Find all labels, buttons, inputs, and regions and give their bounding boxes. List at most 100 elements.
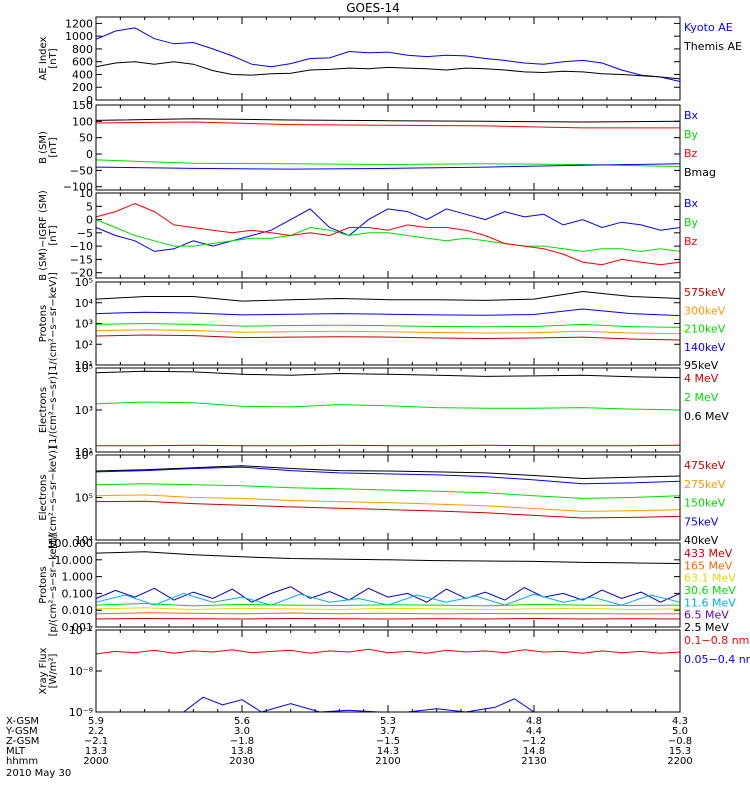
y-axis-label: [1/(cm²−s−sr)] [48, 372, 59, 448]
legend-entry: 11.6 MeV [684, 596, 736, 609]
y-tick-label: 10⁻⁹ [69, 706, 93, 719]
series-line-electrons_kev-4 [95, 500, 681, 519]
y-tick-label: −100 [63, 181, 93, 194]
y-tick-label: 0.010 [62, 604, 94, 617]
y-tick-label: 0 [86, 148, 93, 161]
y-tick-label: 1.000 [62, 571, 94, 584]
series-line-protons_kev-4 [95, 334, 681, 341]
y-tick-label: 10⁴ [75, 534, 94, 547]
series-line-electrons_mev-0 [95, 370, 681, 379]
legend-entry: 165 MeV [684, 559, 733, 572]
series-line-electrons_mev-1 [95, 401, 681, 411]
panel-frame [95, 192, 681, 279]
x-row-value: 4.8 [526, 716, 542, 727]
y-axis-label: [W/m²] [48, 653, 59, 688]
y-tick-label: 10⁴ [75, 297, 94, 310]
series-line-electrons_kev-1 [95, 466, 681, 485]
series-group [95, 290, 681, 341]
legend-entry: Themis AE [683, 40, 742, 53]
legend-entry: Bz [684, 235, 698, 248]
panel-frame [95, 16, 681, 101]
x-row-value: −2.1 [84, 736, 108, 747]
legend-entry: 6.5 MeV [684, 609, 729, 622]
panel-frame [95, 629, 681, 713]
series-line-ae-0 [95, 27, 681, 82]
series-line-protons_mev-0 [95, 551, 681, 564]
x-row-value: 5.0 [672, 726, 688, 737]
legend-entry: 433 MeV [684, 547, 733, 560]
y-axis-label: B (SM) [38, 131, 49, 164]
legend-entry: 275keV [684, 478, 726, 491]
series-group [95, 465, 681, 519]
x-axis-table: X-GSM 5.9 5.6 5.3 4.8 4.3 Y-GSM 2.2 3.0 3.7 4.4 5.0… [5, 716, 693, 779]
series-line-b_sm-2 [95, 159, 681, 167]
series-group [95, 118, 681, 170]
panel-protons_kev: 10¹ 10² 10³ 10⁴ 10⁵ Protons [1/(cm²−s−sr−keV)]… [38, 272, 726, 375]
y-tick-label: 600 [72, 56, 93, 69]
chart-title: GOES-14 [346, 1, 400, 15]
x-row-value: −0.8 [668, 736, 692, 747]
x-row-value: 2030 [229, 756, 254, 767]
x-row-value: 4.4 [526, 726, 542, 737]
y-axis-label: Protons [38, 566, 49, 603]
x-row-value: 3.0 [234, 726, 250, 737]
y-tick-label: 10² [75, 338, 93, 351]
legend-entry: 95keV [684, 359, 719, 372]
legend-entry: 475keV [684, 459, 726, 472]
x-row-value: 2100 [375, 756, 400, 767]
y-tick-label: −5 [77, 227, 93, 240]
legend-entry: 2 MeV [684, 391, 719, 404]
y-tick-label: 10⁻⁸ [69, 665, 94, 678]
y-tick-label: 10¹ [75, 446, 93, 459]
y-tick-label: 10¹ [75, 359, 93, 372]
y-tick-label: 10⁵ [75, 362, 93, 375]
legend-entry: 30.6 MeV [684, 584, 736, 597]
date-label: 2010 May 30 [6, 768, 71, 779]
legend-entry: Bx [684, 197, 699, 210]
series-line-protons_kev-2 [95, 322, 681, 328]
panel-electrons_mev: 10¹ 10³ 10⁵ Electrons [1/(cm²−s−sr)] 4 MeV 2 M… [38, 362, 729, 459]
series-line-b_sm-3 [95, 163, 681, 170]
series-line-ae-1 [95, 61, 681, 80]
series-line-protons_mev-6 [95, 617, 681, 620]
x-row-value: 3.7 [380, 726, 396, 737]
legend-entry: 140keV [684, 341, 726, 354]
legend-entry: 575keV [684, 286, 726, 299]
series-line-electrons_kev-3 [95, 494, 681, 512]
y-axis-label: Xray Flux [38, 647, 49, 694]
y-axis-label: AE Index [38, 36, 49, 80]
legend-entry: Kyoto AE [684, 21, 733, 34]
y-tick-label: 10³ [75, 318, 93, 331]
y-tick-label: 0 [86, 214, 93, 227]
y-tick-label: 10 [79, 187, 93, 200]
y-axis-label: [p/(cm²−s−sr−keV)] [48, 534, 59, 637]
legend-entry: By [684, 216, 699, 229]
x-row-value: −1.8 [230, 736, 254, 747]
legend-entry: By [684, 128, 699, 141]
y-tick-label: 5 [86, 200, 93, 213]
series-group [95, 551, 681, 620]
x-row-value: 4.3 [672, 716, 688, 727]
y-tick-label: 400 [72, 68, 93, 81]
series-line-protons_kev-3 [95, 329, 681, 335]
panel-frame [95, 281, 681, 366]
y-tick-label: 10³ [75, 404, 93, 417]
panel-frame [95, 104, 681, 191]
series-line-b_sm-0 [95, 118, 681, 123]
x-row-value: 14.8 [523, 746, 545, 757]
x-row-value: 2.2 [88, 726, 104, 737]
y-axis-label: Protons [38, 305, 49, 342]
x-row-value: 2200 [667, 756, 692, 767]
y-axis-label: [1/(cm²−s−sr−keV)] [48, 272, 59, 375]
series-line-protons_mev-5 [95, 612, 681, 615]
x-row-value: 13.3 [85, 746, 107, 757]
panel-protons_mev: 0.001 0.010 0.100 1.000 10.000 100.000 Protons… [38, 534, 736, 637]
panel-frame [95, 454, 681, 541]
legend-entry: 75keV [684, 515, 719, 528]
y-tick-label: 50 [79, 132, 93, 145]
legend-entry: 40keV [684, 534, 719, 547]
legend-entry: Bx [684, 109, 699, 122]
